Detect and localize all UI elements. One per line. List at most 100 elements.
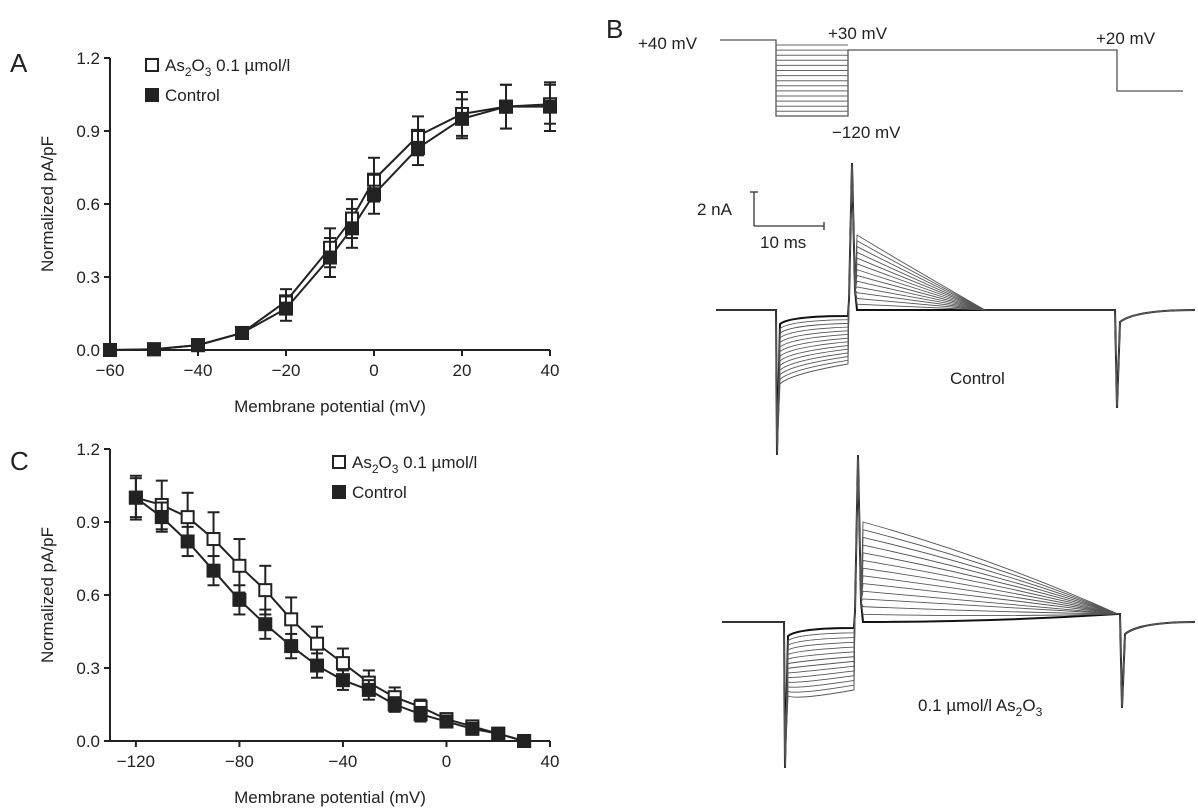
x-tick-label: −60 [96, 361, 125, 380]
current-trace [716, 162, 1196, 456]
data-point-control [279, 301, 293, 316]
y-tick-label: 0.9 [76, 513, 100, 532]
arsenic-trace-label: 0.1 µmol/l As2O3 [918, 696, 1043, 719]
scale-current-label: 2 nA [697, 200, 733, 219]
current-trace [722, 454, 1196, 769]
current-trace [722, 454, 1196, 769]
y-tick-label: 1.2 [76, 440, 100, 459]
legend-marker-open [145, 58, 159, 72]
data-point-control [439, 714, 454, 729]
current-trace [722, 454, 1196, 769]
data-point-arsenic [180, 510, 195, 525]
data-point-arsenic [232, 558, 247, 573]
data-point-arsenic [335, 656, 350, 671]
current-trace [722, 454, 1196, 769]
scale-bar: 2 nA 10 ms [697, 191, 825, 252]
x-tick-label: −20 [272, 361, 301, 380]
y-tick-label: 0.0 [76, 341, 100, 360]
y-tick-label: 0.6 [76, 195, 100, 214]
legend-entry-control: Control [165, 86, 220, 105]
fit-curves [109, 103, 551, 351]
series-line [109, 103, 551, 351]
y-axis-label: Normalized pA/pF [38, 136, 57, 272]
x-tick-label: 40 [541, 361, 560, 380]
series-line [135, 496, 525, 742]
data-point-control [310, 658, 325, 673]
legend-entry-control: Control [352, 483, 407, 502]
data-point-control [367, 187, 381, 202]
data-point-control [413, 707, 428, 722]
current-trace [716, 162, 1196, 456]
data-point-control [387, 697, 402, 712]
x-tick-label: 0 [442, 752, 451, 771]
series-line [135, 496, 525, 742]
data-markers [128, 474, 532, 748]
data-point-control [154, 510, 169, 525]
current-trace [722, 454, 1196, 769]
current-trace [722, 454, 1196, 769]
current-trace [722, 454, 1196, 769]
chart-c: −120 −80 −40 0 40 0.0 0.3 0.6 0.9 1.2 Membrane p… [38, 440, 559, 807]
data-point-control [499, 99, 513, 114]
current-trace [722, 454, 1196, 769]
current-trace [722, 454, 1196, 769]
data-point-control [411, 141, 425, 156]
x-tick-label: −40 [329, 752, 358, 771]
current-trace [722, 454, 1196, 769]
legend: As2O3 0.1 µmol/l Control [332, 453, 477, 502]
arsenic-traces [722, 454, 1196, 769]
x-tick-label: −40 [184, 361, 213, 380]
data-point-arsenic [310, 636, 325, 651]
legend-entry-arsenic: As2O3 0.1 µmol/l [352, 453, 477, 476]
current-trace [722, 454, 1196, 769]
data-point-control [491, 726, 506, 741]
legend-entry-arsenic: As2O3 0.1 µmol/l [165, 56, 290, 79]
protocol-hold-label: +40 mV [638, 34, 698, 53]
x-axis: −60 −40 −20 0 20 40 [96, 349, 560, 380]
y-tick-label: 0.9 [76, 122, 100, 141]
data-point-arsenic [258, 583, 273, 598]
data-point-control [232, 592, 247, 607]
panel-label-a: A [10, 48, 28, 78]
data-point-control [345, 221, 359, 236]
data-point-control [543, 99, 557, 114]
data-point-control [235, 325, 249, 340]
data-point-control [335, 673, 350, 688]
y-tick-label: 0.6 [76, 586, 100, 605]
x-tick-label: −80 [225, 752, 254, 771]
protocol-trace [720, 39, 1183, 117]
legend: As2O3 0.1 µmol/l Control [145, 56, 290, 105]
data-point-arsenic [284, 612, 299, 627]
control-traces [716, 162, 1196, 456]
data-point-control [128, 490, 143, 505]
panel-label-b: B [606, 14, 623, 44]
protocol-step-label: +30 mV [828, 24, 888, 43]
y-tick-label: 0.3 [76, 268, 100, 287]
voltage-protocol: +40 mV +30 mV +20 mV −120 mV [638, 24, 1183, 142]
data-point-arsenic [206, 532, 221, 547]
protocol-step-lines [776, 44, 848, 112]
x-axis: −120 −80 −40 0 40 [110, 740, 559, 771]
control-trace-label: Control [950, 369, 1005, 388]
current-trace [722, 454, 1196, 769]
y-axis: 0.0 0.3 0.6 0.9 1.2 [76, 440, 111, 751]
x-axis-label: Membrane potential (mV) [234, 397, 426, 416]
data-point-control [455, 111, 469, 126]
data-markers [103, 81, 557, 357]
data-point-control [284, 639, 299, 654]
data-point-control [323, 250, 337, 265]
data-point-control [258, 617, 273, 632]
data-point-control [465, 721, 480, 736]
x-tick-label: 0 [369, 361, 378, 380]
y-tick-label: 0.0 [76, 732, 100, 751]
x-axis-label: Membrane potential (mV) [234, 788, 426, 807]
current-trace [722, 454, 1196, 769]
protocol-test-label: +20 mV [1096, 29, 1156, 48]
chart-a: −60 −40 −20 0 20 40 0.0 0.3 0.6 0.9 1.2 Membrane … [38, 49, 559, 416]
y-tick-label: 1.2 [76, 49, 100, 68]
x-tick-label: 20 [453, 361, 472, 380]
data-point-control [206, 563, 221, 578]
panel-label-c: C [10, 446, 29, 476]
current-trace [722, 454, 1196, 769]
